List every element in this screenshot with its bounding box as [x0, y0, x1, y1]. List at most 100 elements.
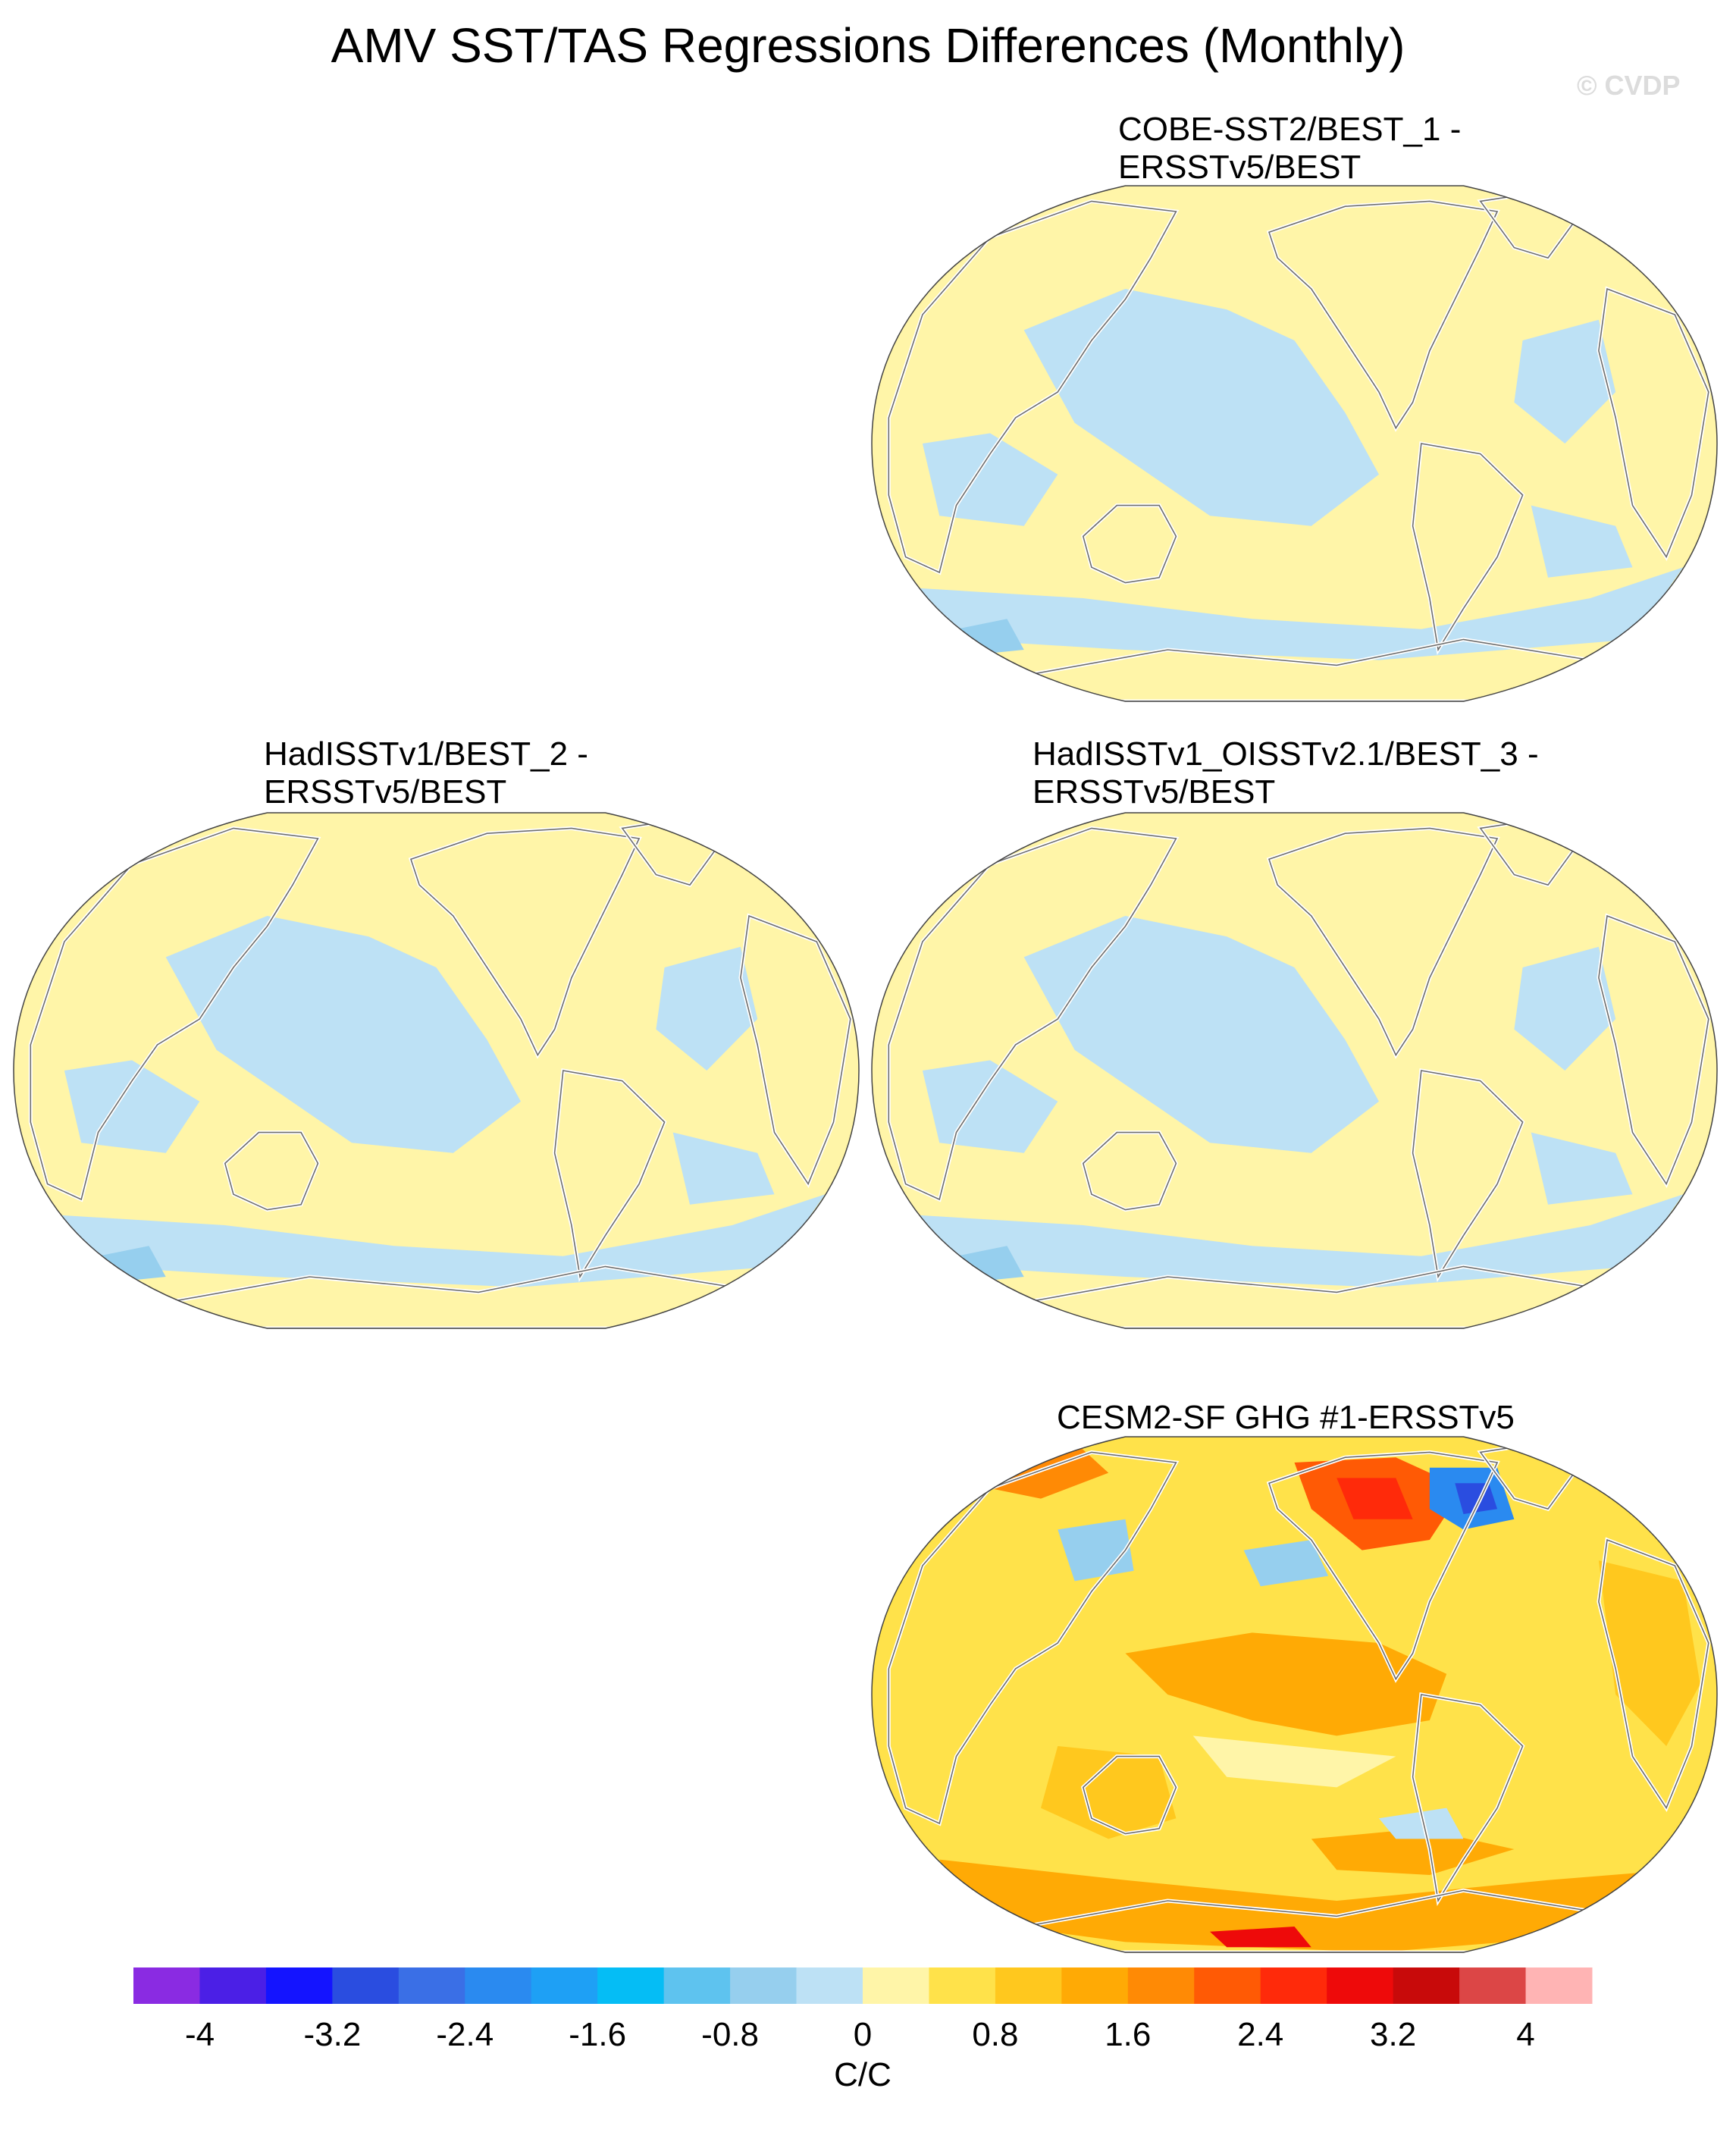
colorbar-swatch [465, 1967, 532, 2004]
colorbar: -4 -3.2 -2.4 -1.6 -0.8 0 0.8 1.6 2.4 3.2 4 C/C [133, 1967, 1593, 2093]
anomaly-patch [1379, 1808, 1464, 1839]
land-mass [224, 1132, 318, 1210]
anomaly-patch [672, 1132, 775, 1205]
coastline [1268, 1451, 1499, 1681]
coastline [1412, 443, 1524, 652]
coastline [740, 914, 851, 1186]
anomaly-patch [1514, 319, 1616, 444]
colorbar-tick-label: 1.6 [1105, 2016, 1151, 2053]
colorbar-tick-label: 2.4 [1237, 2016, 1283, 2053]
anomaly-patch [913, 1194, 1684, 1287]
map-field [872, 813, 1717, 1328]
panel-2-map [13, 812, 860, 1329]
colorbar-swatch [1194, 1967, 1261, 2004]
colorbar-swatch [531, 1967, 598, 2004]
land-mass [1023, 639, 1675, 701]
anomaly-patch [1023, 289, 1379, 526]
anomaly-patch [1598, 1560, 1700, 1746]
coastline [1598, 1538, 1709, 1810]
colorbar-swatch [1260, 1967, 1327, 2004]
colorbar-tick-label: -4 [185, 2016, 215, 2053]
colorbar-tick-label: -0.8 [701, 2016, 759, 2053]
anomaly-patch [1023, 916, 1379, 1153]
map-field [872, 1437, 1717, 1952]
colorbar-tick-label: -1.6 [569, 2016, 626, 2053]
anomaly-patch [1243, 1540, 1329, 1587]
panel-4-title-line1: CESM2-SF GHG #1-ERSSTv5 [1057, 1399, 1515, 1436]
colorbar-swatch [1459, 1967, 1527, 2004]
colorbar-tick-label: 0 [854, 2016, 872, 2053]
land-mass [411, 828, 640, 1055]
cvdp-watermark: © CVDP [1577, 70, 1681, 101]
map-border [871, 185, 1718, 702]
colorbar-swatch [398, 1967, 465, 2004]
anomaly-patch [368, 1174, 487, 1215]
anomaly-patch [1227, 1174, 1346, 1215]
panel-3-title-line1: HadISSTv1_OISSTv2.1/BEST_3 - [1033, 735, 1539, 773]
anomaly-patch [1167, 1581, 1379, 1623]
land-mass [1412, 444, 1523, 650]
colorbar-tick-label: 3.2 [1370, 2016, 1416, 2053]
colorbar-swatch [995, 1967, 1062, 2004]
colorbar-swatch [133, 1967, 200, 2004]
anomaly-patch [1455, 1483, 1498, 1514]
colorbar-swatch [332, 1967, 400, 2004]
anomaly-patch [1531, 1132, 1633, 1205]
map-field [14, 813, 859, 1328]
colorbar-swatch [730, 1967, 797, 2004]
anomaly-patch [1514, 946, 1616, 1071]
colorbar-swatch [265, 1967, 333, 2004]
coastline [1598, 287, 1709, 559]
panel-4-map [871, 1436, 1718, 1953]
anomaly-patch [1125, 1632, 1447, 1736]
anomaly-patch [1192, 1735, 1396, 1788]
land-mass [1083, 505, 1177, 583]
map-border [13, 812, 860, 1329]
land-mass [1269, 201, 1498, 428]
anomaly-patch [55, 1194, 826, 1287]
anomaly-patch [1227, 547, 1346, 588]
coastline [1412, 1694, 1524, 1903]
anomaly-patch [1336, 1478, 1413, 1519]
panel-1-map [871, 185, 1718, 702]
coastline [1268, 200, 1499, 430]
land-mass [1023, 1266, 1675, 1328]
colorbar-swatch [199, 1967, 267, 2004]
coastline [224, 1131, 319, 1211]
anomaly-patch [1041, 1746, 1177, 1839]
colorbar-swatch [1393, 1967, 1460, 2004]
coastline [1412, 1070, 1524, 1279]
land-mass [1412, 1071, 1523, 1277]
colorbar-tick-label: 4 [1516, 2016, 1534, 2053]
coastline [553, 1070, 666, 1279]
anomaly-patch [1531, 505, 1633, 578]
land-mass [740, 916, 851, 1184]
map-field [872, 186, 1717, 701]
anomaly-patch [1210, 1927, 1311, 1948]
figure-title: AMV SST/TAS Regressions Differences (Mon… [331, 18, 1405, 73]
anomaly-patch [656, 946, 758, 1071]
colorbar-tick-label: -3.2 [303, 2016, 361, 2053]
land-mass [554, 1071, 665, 1277]
panel-3-title-line2: ERSSTv5/BEST [1033, 773, 1276, 810]
coastline [888, 827, 1177, 1201]
colorbar-swatch [1525, 1967, 1593, 2004]
panel-1-title-line1: COBE-SST2/BEST_1 - [1118, 111, 1462, 148]
anomaly-patch [1311, 1828, 1515, 1875]
anomaly-patch [939, 1859, 1675, 1952]
colorbar-swatch [597, 1967, 665, 2004]
colorbar-swatch [1127, 1967, 1195, 2004]
panel-1-title-line2: ERSSTv5/BEST [1118, 149, 1362, 186]
coastline [1268, 827, 1499, 1057]
colorbar-swatch [929, 1967, 996, 2004]
anomaly-patch [165, 916, 521, 1153]
coastline [1082, 1755, 1177, 1835]
map-border [871, 1436, 1718, 1953]
colorbar-swatch [1327, 1967, 1394, 2004]
map-border [871, 812, 1718, 1329]
land-mass [1083, 1132, 1177, 1210]
colorbar-swatch [663, 1967, 731, 2004]
coastline [1082, 504, 1177, 584]
land-mass [165, 1266, 817, 1328]
coastline [409, 827, 641, 1057]
